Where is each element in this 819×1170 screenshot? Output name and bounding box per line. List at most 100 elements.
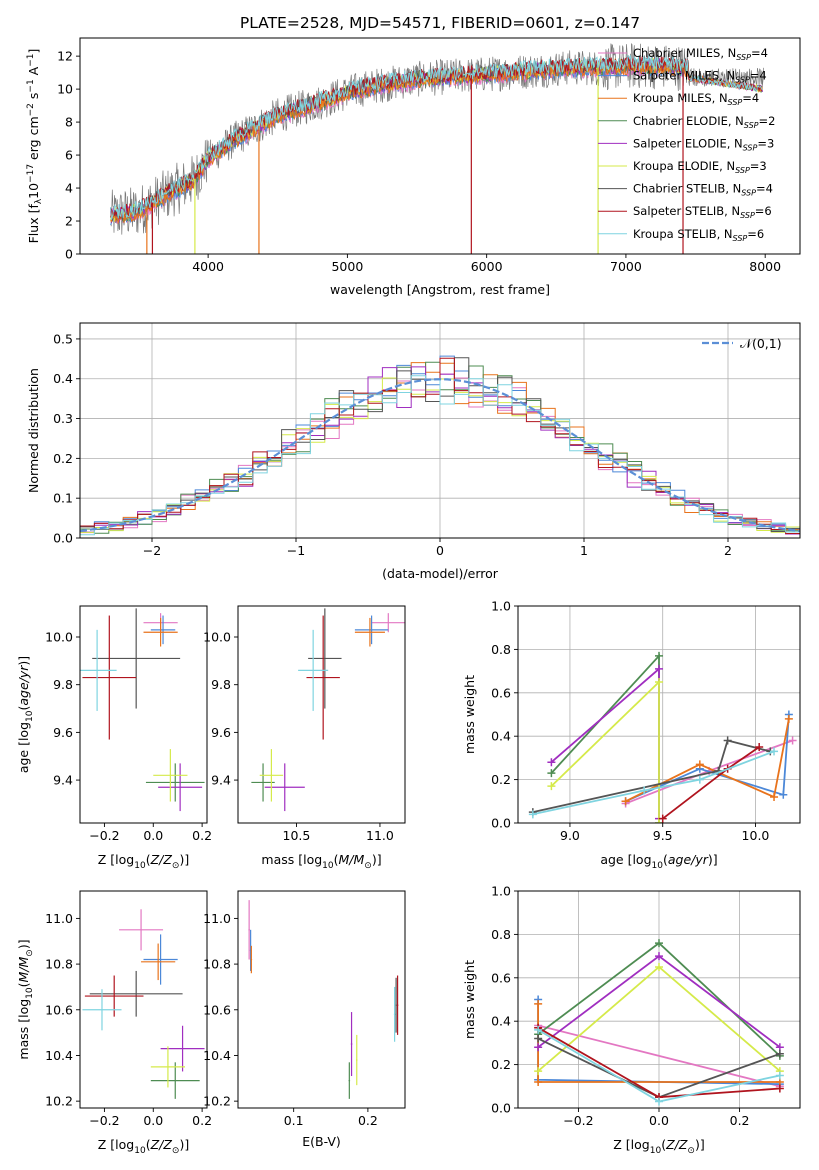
mass-age-panel: 10.5 11.0 9.4 9.6 9.8 10.0 mass [log10(M/M⊙)] <box>203 605 406 871</box>
weight-marker <box>695 760 704 769</box>
x-axis-label: wavelength [Angstrom, rest frame] <box>330 282 550 297</box>
x-tick-label: 0.2 <box>192 828 212 843</box>
weight-marker <box>534 1077 543 1086</box>
label-part: Z [log <box>98 1137 134 1152</box>
label-part: SSP <box>740 211 755 220</box>
x-tick-label: −0.2 <box>89 1113 119 1128</box>
normal-curve <box>80 378 800 533</box>
plot-area <box>534 939 784 1106</box>
y-tick-label: 9.8 <box>211 677 231 692</box>
label-part: 10 <box>652 861 664 871</box>
y-tick-label: 10.2 <box>203 1094 231 1109</box>
x-tick-label: −2 <box>143 543 161 558</box>
label-part: M/M <box>339 852 365 867</box>
label-part: ⊙ <box>687 1146 695 1156</box>
label-part: erg cm <box>26 116 41 164</box>
y-tick-label: 0.1 <box>53 491 73 506</box>
legend-entry: Chabrier STELIB, NSSP=4 <box>633 182 773 198</box>
label-part: =3 <box>757 136 774 150</box>
axes-frame <box>79 37 801 255</box>
x-axis-label: age [log10(age/yr)] <box>600 852 717 871</box>
weight-marker <box>547 782 556 791</box>
legend-entry: Salpeter MILES, NSSP=4 <box>633 69 767 85</box>
label-part: SSP <box>743 143 758 152</box>
label-part: ( <box>16 982 31 987</box>
histogram-step <box>80 357 800 534</box>
plot-area <box>82 909 205 1099</box>
x-tick-label: −0.2 <box>89 828 119 843</box>
label-part: Z [log <box>613 1137 649 1152</box>
x-axis-label: mass [log10(M/M⊙)] <box>261 852 381 871</box>
label-part: age/yr <box>668 852 709 867</box>
x-tick-label: 4000 <box>192 259 224 274</box>
label-part: 10 <box>134 861 146 871</box>
weight-marker <box>640 786 649 795</box>
label-part: ( <box>334 852 339 867</box>
x-tick-label: 0.2 <box>358 1113 378 1128</box>
weight-marker <box>755 743 764 752</box>
label-part: )] <box>708 852 718 867</box>
label-part: ( <box>16 706 31 711</box>
y-tick-label: 0.4 <box>53 371 73 386</box>
label-part: Z/Z <box>150 852 173 867</box>
weight-marker <box>655 1097 663 1106</box>
x-tick-label: −1 <box>287 543 305 558</box>
x-tick-label: 9.0 <box>560 828 580 843</box>
label-part: SSP <box>736 53 751 62</box>
label-part: =4 <box>751 46 768 60</box>
y-tick-label: 0.8 <box>491 642 511 657</box>
y-tick-label: 9.4 <box>211 773 231 788</box>
label-part: s <box>26 93 41 104</box>
label-part: Z/Z <box>150 1137 173 1152</box>
plot-area <box>528 651 797 823</box>
x-tick-label: 0.2 <box>730 1113 750 1128</box>
y-axis-label: age [log10(age/yr)] <box>16 656 35 773</box>
y-tick-label: 0 <box>65 247 73 262</box>
label-part: =4 <box>742 91 759 105</box>
x-axis-label: Z [log10(Z/Z⊙)] <box>613 1137 704 1156</box>
label-part: ( <box>146 1137 151 1152</box>
y-tick-label: 12 <box>57 49 73 64</box>
y-tick-label: 11.0 <box>203 911 231 926</box>
x-axis-label: Z [log10(Z/Z⊙)] <box>98 1137 189 1156</box>
y-tick-label: 0.3 <box>53 411 73 426</box>
y-tick-label: 10.2 <box>45 1094 73 1109</box>
figure-title: PLATE=2528, MJD=54571, FIBERID=0601, z=0… <box>240 14 640 32</box>
weight-marker <box>547 769 556 778</box>
label-part: Z/Z <box>665 1137 688 1152</box>
label-part: 10 <box>25 987 35 999</box>
weight-marker <box>621 797 630 806</box>
weight-line <box>550 679 660 823</box>
x-tick-label: 5000 <box>331 259 363 274</box>
label-part: )] <box>179 852 189 867</box>
z-age-panel: −0.2 0.0 0.29.49.69.810.0Z [log10(Z/Z⊙)]ag… <box>16 605 212 871</box>
axes-frame <box>237 605 406 824</box>
weight-marker <box>528 810 537 819</box>
x-tick-label: 11.0 <box>366 828 394 843</box>
label-part: mass [log <box>261 852 322 867</box>
model-spectrum-line <box>110 54 763 220</box>
z-mass-panel: −0.2 0.0 0.210.210.410.610.811.0Z [log10(Z… <box>16 890 212 1156</box>
y-tick-label: 2 <box>65 214 73 229</box>
y-axis-label: Flux [fλ10−17 erg cm−2 s−1 A−1] <box>26 49 44 244</box>
y-tick-label: 0.4 <box>491 1014 511 1029</box>
y-tick-label: 10.0 <box>203 630 231 645</box>
label-part: Kroupa MILES, N <box>633 91 728 105</box>
legend-entry: Chabrier MILES, NSSP=4 <box>633 46 768 62</box>
legend-entry: Chabrier ELODIE, NSSP=2 <box>633 114 775 130</box>
axes-frame <box>79 605 208 824</box>
y-tick-label: 0.2 <box>491 1057 511 1072</box>
weight-marker <box>655 651 663 660</box>
legend-entry: Kroupa STELIB, NSSP=6 <box>633 227 764 243</box>
y-tick-label: 0.2 <box>491 772 511 787</box>
label-part: ( <box>146 852 151 867</box>
label-part: Chabrier ELODIE, N <box>633 114 744 128</box>
x-tick-label: 0.0 <box>143 1113 163 1128</box>
label-part: Kroupa STELIB, N <box>633 227 733 241</box>
label-part: λ <box>34 198 44 204</box>
residuals-panel: −2 −1 0 1 2 0.0 0.1 0.2 0.3 0.4 0.5 (data-model)/er… <box>26 322 801 581</box>
label-part: −1 <box>26 79 36 92</box>
y-tick-label: 0.5 <box>53 331 73 346</box>
x-tick-label: 0.0 <box>143 828 163 843</box>
label-part: 10 <box>650 1146 662 1156</box>
